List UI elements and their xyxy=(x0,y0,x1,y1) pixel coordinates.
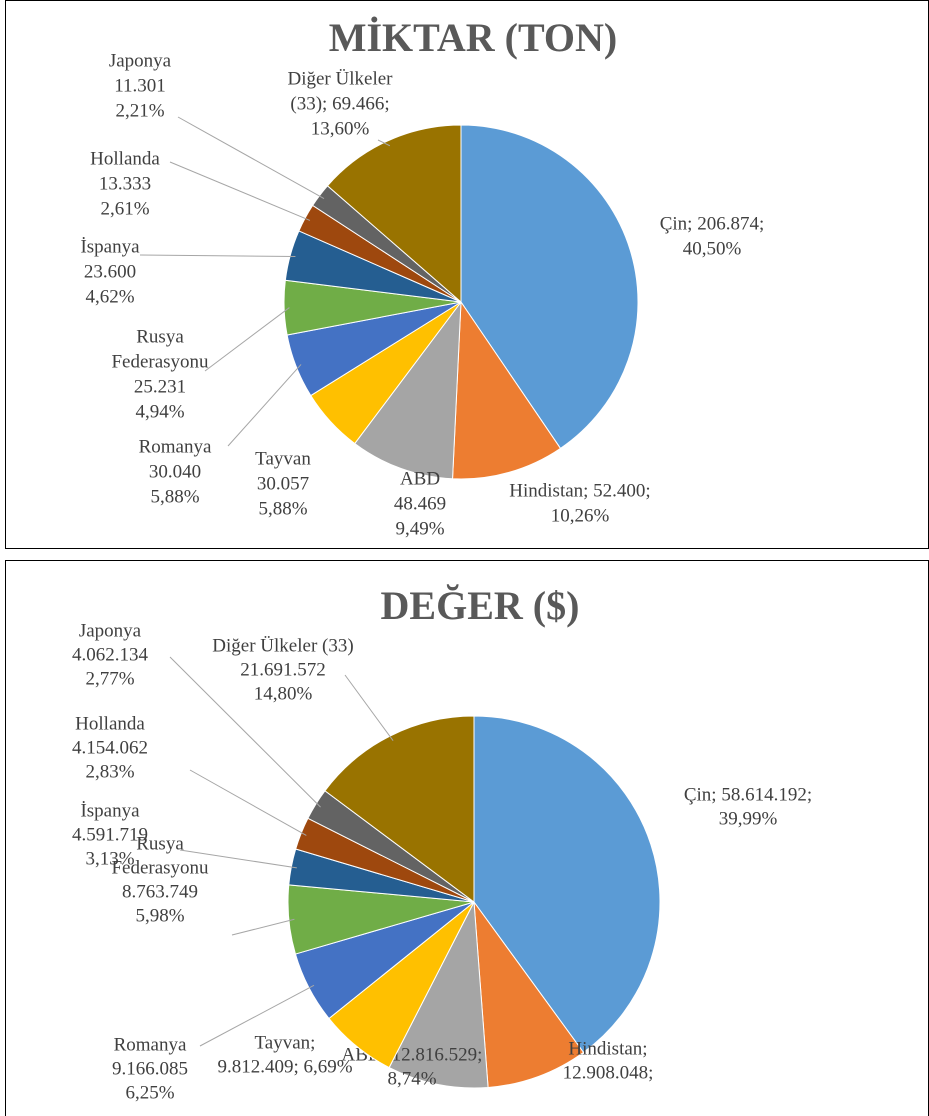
data-label: 13.333 xyxy=(99,173,151,194)
data-label: 30.057 xyxy=(257,473,309,494)
data-label: Federasyonu xyxy=(111,857,209,878)
leader-line xyxy=(189,769,307,836)
data-label: (33); 69.466; xyxy=(290,93,389,114)
data-label: 23.600 xyxy=(84,261,136,282)
data-label: 5,88% xyxy=(150,486,199,507)
data-label: Romanya xyxy=(114,1034,187,1055)
data-label: Hollanda xyxy=(90,148,160,169)
data-label: 40,50% xyxy=(683,238,742,259)
leader-line xyxy=(344,674,394,742)
data-label: Çin; 206.874; xyxy=(660,213,765,234)
data-label: 30.040 xyxy=(149,461,201,482)
data-label: 4,62% xyxy=(85,286,134,307)
data-label: 48.469 xyxy=(394,493,446,514)
data-label: 5,88% xyxy=(258,498,307,519)
data-label: Diğer Ülkeler (33) xyxy=(212,635,353,656)
pie-slice xyxy=(324,715,475,903)
data-label: 4.062.134 xyxy=(72,644,149,665)
pie-slice xyxy=(473,900,585,1089)
leader-line xyxy=(169,656,321,808)
data-label: Hindistan; xyxy=(568,1038,647,1059)
data-label: Japonya xyxy=(79,620,142,641)
data-label: 25.231 xyxy=(134,376,186,397)
data-label: 39,99% xyxy=(719,808,778,829)
data-label: Japonya xyxy=(109,50,172,71)
pie-slice xyxy=(354,300,462,480)
data-label: 9.812.409; 6,69% xyxy=(217,1056,352,1077)
leader-line xyxy=(204,307,290,372)
data-label: 4,94% xyxy=(135,401,184,422)
data-label: 11.301 xyxy=(114,75,166,96)
data-label: 8.763.749 xyxy=(122,881,198,902)
leader-line xyxy=(139,254,296,258)
data-label: 2,61% xyxy=(100,198,149,219)
data-label: Hindistan; 52.400; xyxy=(509,480,650,501)
data-label: İspanya xyxy=(80,236,140,257)
data-label: 9,49% xyxy=(395,518,444,539)
data-label: 13,60% xyxy=(311,118,370,139)
data-label: 4.154.062 xyxy=(72,737,148,758)
data-label: Tayvan; xyxy=(255,1032,316,1053)
data-label: ABD xyxy=(400,468,440,489)
data-label: 2,21% xyxy=(115,100,164,121)
data-label: 2,83% xyxy=(85,761,134,782)
data-label: 2,77% xyxy=(85,668,134,689)
data-label: 9.166.085 xyxy=(112,1058,188,1079)
leader-line xyxy=(377,139,391,147)
leader-line xyxy=(169,161,311,221)
data-label: 5,98% xyxy=(135,905,184,926)
data-label: 12.908.048; xyxy=(563,1062,654,1083)
data-label: 14,80% xyxy=(254,683,313,704)
data-label: Rusya xyxy=(136,833,184,854)
data-label: 4.591.719 xyxy=(72,824,148,845)
data-label: Çin; 58.614.192; xyxy=(684,784,812,805)
pie-slice xyxy=(460,124,639,450)
data-label: Rusya xyxy=(136,326,184,347)
pie-slice xyxy=(388,900,489,1089)
leader-line xyxy=(179,849,297,869)
data-label: Diğer Ülkeler xyxy=(288,68,394,89)
data-label: Federasyonu xyxy=(111,351,209,372)
data-label: İspanya xyxy=(80,800,140,821)
data-label: 8,74% xyxy=(387,1068,436,1089)
chart-title: DEĞER ($) xyxy=(381,583,580,628)
data-label: 6,25% xyxy=(125,1082,174,1103)
pie-slice xyxy=(326,124,462,304)
chart-title: MİKTAR (TON) xyxy=(329,15,618,60)
pie-slice xyxy=(452,300,562,480)
data-label: Tayvan xyxy=(255,448,311,469)
data-label: 3,13% xyxy=(85,848,134,869)
leader-line xyxy=(227,364,302,447)
data-label: Romanya xyxy=(139,436,212,457)
data-label: 10,26% xyxy=(551,505,610,526)
pie-slice xyxy=(473,715,661,1054)
data-label: 21.691.572 xyxy=(240,659,326,680)
data-label: Hollanda xyxy=(75,713,145,734)
leader-line xyxy=(199,984,315,1047)
leader-line xyxy=(177,116,325,199)
leader-line xyxy=(231,918,295,936)
